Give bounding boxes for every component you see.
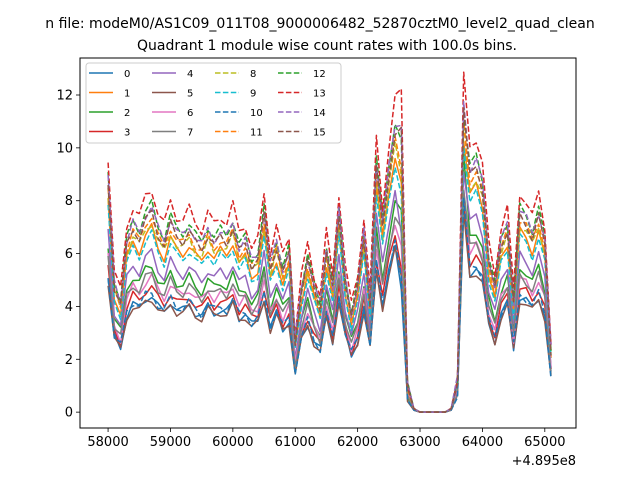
- legend-label-4: 4: [187, 69, 193, 80]
- legend-label-10: 10: [250, 108, 263, 119]
- series-line-15: [107, 107, 552, 413]
- plot-area: [107, 71, 552, 413]
- series-line-11: [107, 119, 552, 413]
- legend-label-1: 1: [124, 89, 130, 100]
- x-tick-label: 62000: [337, 435, 378, 450]
- y-tick-label: 10: [56, 141, 73, 156]
- legend-label-15: 15: [313, 128, 326, 139]
- y-tick-label: 4: [65, 300, 73, 315]
- axes-frame: [79, 57, 577, 429]
- x-offset-label: +4.895e8: [512, 454, 576, 469]
- x-tick-label: 65000: [524, 435, 565, 450]
- legend-box: [85, 62, 342, 144]
- series-line-13: [107, 71, 552, 413]
- x-tick-label: 59000: [150, 435, 191, 450]
- legend-label-11: 11: [250, 128, 263, 139]
- y-tick-label: 12: [56, 89, 73, 104]
- series-line-4: [107, 171, 552, 413]
- series-line-10: [107, 197, 552, 413]
- legend-label-3: 3: [124, 128, 130, 139]
- x-tick-label: 64000: [462, 435, 503, 450]
- legend-label-0: 0: [124, 69, 130, 80]
- legend-label-8: 8: [250, 69, 256, 80]
- x-tick-label: 61000: [275, 435, 316, 450]
- legend-label-13: 13: [313, 89, 326, 100]
- series-line-9: [107, 146, 552, 413]
- chart-title: Quadrant 1 module wise count rates with …: [137, 38, 517, 54]
- legend-label-14: 14: [313, 108, 326, 119]
- series-line-5: [107, 211, 552, 413]
- legend-label-6: 6: [187, 108, 193, 119]
- y-tick-label: 2: [65, 353, 73, 368]
- legend-label-9: 9: [250, 89, 256, 100]
- legend-label-12: 12: [313, 69, 326, 80]
- y-tick-label: 8: [65, 194, 73, 209]
- legend-label-2: 2: [124, 108, 130, 119]
- figure-suptitle: n file: modeM0/AS1C09_011T08_9000006482_…: [45, 16, 594, 32]
- legend-label-7: 7: [187, 128, 193, 139]
- y-tick-label: 6: [65, 247, 73, 262]
- axis-ticks: 58000 59000 60000 61000 62000 63000 64000 65000…: [56, 89, 565, 451]
- series-line-7: [107, 189, 552, 413]
- x-tick-label: 63000: [399, 435, 440, 450]
- series-line-2: [107, 153, 552, 413]
- series-line-12: [107, 114, 552, 413]
- y-tick-label: 0: [65, 406, 73, 421]
- legend-label-5: 5: [187, 89, 193, 100]
- x-tick-label: 58000: [87, 435, 128, 450]
- x-tick-label: 60000: [212, 435, 253, 450]
